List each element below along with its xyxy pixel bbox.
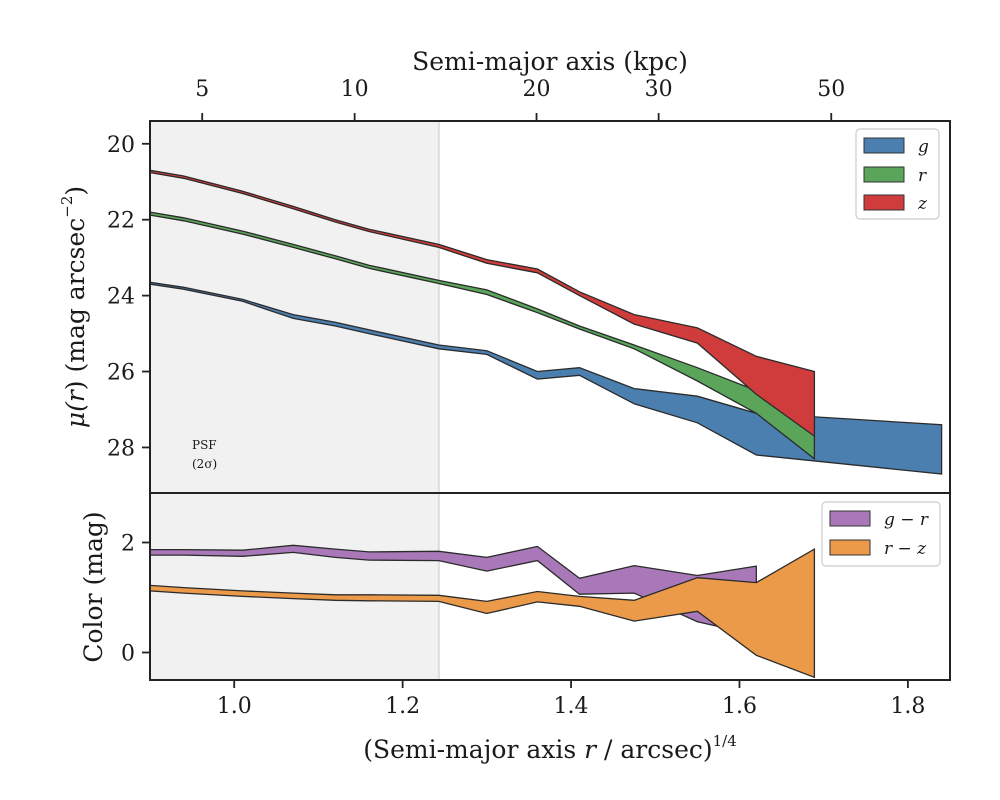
band-r-z [149,547,816,679]
band-g [149,281,943,475]
x-tick-label: 1.2 [385,694,420,719]
top-x-tick-label: 10 [341,77,369,102]
x-tick-label: 1.4 [554,694,589,719]
band-r [149,211,816,461]
psf-shaded-region [150,121,440,680]
top-x-tick-label: 20 [523,77,551,102]
y-tick-label: 20 [107,133,135,158]
legend-swatch-g [863,137,905,154]
x-tick-label: 1.6 [722,694,757,719]
legend-swatch-g-minus-r [829,510,871,527]
band-z [149,169,816,438]
psf-label-line1: PSF [192,438,217,452]
legend-label-g-minus-r: g − r [884,510,929,530]
legend-swatch-r-minus-z [829,539,871,556]
bottom-x-axis-title: (Semi-major axis r / arcsec)1/4 [363,732,737,764]
legend-swatch-z [863,194,905,211]
x-tick-label: 1.8 [890,694,925,719]
y-tick-label: 28 [107,436,135,461]
legend-swatch-r [863,166,905,183]
legend-label-r-minus-z: r − z [884,539,927,559]
top-x-tick-label: 5 [195,77,209,102]
color-bands [149,544,816,679]
legend-label-z: z [917,194,928,214]
y-tick-label: 22 [107,209,135,234]
y-tick-label: 24 [107,285,135,310]
top-legend: g r z [855,128,940,220]
legend-label-g: g [918,137,929,157]
x-tick-label: 1.0 [217,694,252,719]
top-x-tick-label: 50 [817,77,845,102]
top-x-axis-title: Semi-major axis (kpc) [412,47,688,76]
bottom-y-axis-title: Color (mag) [79,511,108,662]
surface-brightness-bands [149,169,943,475]
color-y-tick-label: 2 [121,532,135,557]
top-x-tick-label: 30 [645,77,673,102]
y-tick-label: 26 [107,361,135,386]
axis-ticks: 1.0 1.2 1.4 1.6 1.8 5 10 20 30 50 20 22 24 26 28 0 2 [107,77,925,719]
color-y-tick-label: 0 [121,642,135,667]
legend-label-r: r [918,166,927,186]
bottom-legend: g − r r − z [821,501,941,567]
psf-shade [150,121,439,680]
top-y-axis-title: μ(r) (mag arcsec−2) [58,186,90,428]
bottom-panel-frame [149,492,951,681]
psf-label-line2: (2σ) [192,457,217,471]
